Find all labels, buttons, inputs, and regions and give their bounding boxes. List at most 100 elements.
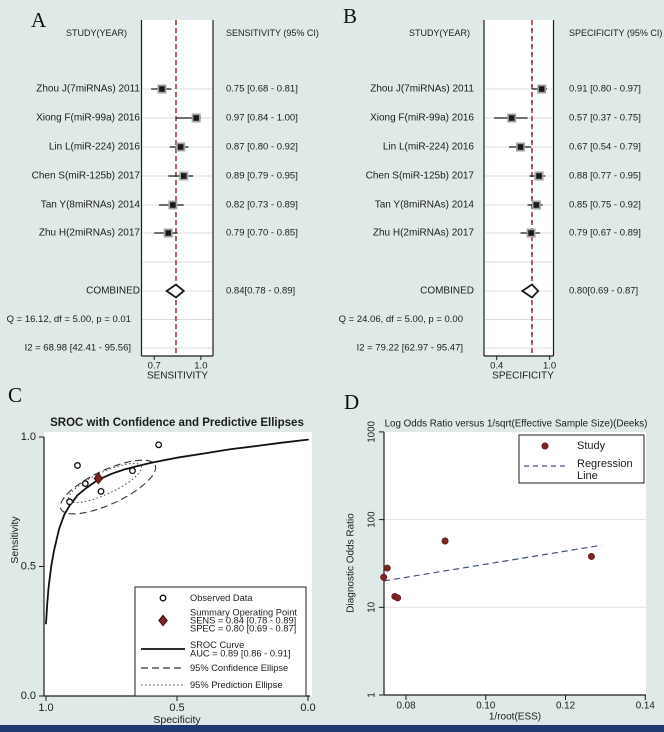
axis-tick-label: 1.0: [194, 361, 207, 372]
estimate-marker: [533, 202, 540, 208]
heterogeneity-stat: I2 = 68.98 [42.41 - 95.56]: [25, 343, 131, 354]
study-label: Zhou J(7miRNAs) 2011: [370, 84, 474, 95]
heterogeneity-stat: I2 = 79.22 [62.97 - 95.47]: [357, 343, 463, 354]
y-tick-label: 100: [367, 511, 378, 528]
study-label: Zhou J(7miRNAs) 2011: [36, 84, 140, 95]
observed-data-point: [81, 480, 89, 488]
x-tick-label: 0.12: [556, 701, 575, 712]
axis-tick-label: 0.7: [148, 361, 161, 372]
panel-label-a: A: [31, 8, 47, 32]
y-tick-label: 1000: [367, 420, 378, 442]
sroc-title: SROC with Confidence and Predictive Elli…: [50, 417, 304, 429]
observed-data-point: [129, 467, 136, 475]
study-point: [587, 552, 595, 560]
prediction-ellipse: [67, 462, 143, 504]
study-label: Tan Y(8miRNAs) 2014: [375, 200, 475, 211]
study-point: [441, 537, 449, 545]
study-label: Zhu H(2miRNAs) 2017: [39, 228, 141, 239]
ci-value-text: 0.89 [0.79 - 0.95]: [226, 171, 298, 182]
x-axis-title: 1/root(ESS): [489, 712, 541, 723]
ci-value-text: 0.82 [0.73 - 0.89]: [226, 200, 298, 211]
ci-value-text: 0.85 [0.75 - 0.92]: [569, 200, 641, 211]
legend-summary-line: SENS = 0.84 [0.78 - 0.89]: [190, 616, 296, 626]
x-tick-label: 0.14: [636, 701, 656, 712]
legend-sroc-line: SROC Curve: [190, 640, 244, 650]
study-label: Lin L(miR-224) 2016: [383, 142, 475, 153]
observed-data-point: [73, 462, 81, 469]
sroc-legend-box: [134, 586, 307, 697]
combined-diamond: [520, 283, 540, 299]
legend-observed-marker: [159, 594, 167, 602]
plot-area: [141, 20, 213, 356]
x-axis-title: Specificity: [153, 714, 201, 726]
ci-column-header: SENSITIVITY (95% CI): [226, 28, 319, 38]
heterogeneity-stat: Q = 16.12, df = 5.00, p = 0.01: [7, 314, 131, 325]
panel-d-deeks-funnel-plot: Log Odds Ratio versus 1/sqrt(Effective S…: [346, 419, 656, 723]
confidence-ellipse: [59, 459, 157, 515]
ci-value-text: 0.57 [0.37 - 0.75]: [569, 113, 641, 124]
legend-summary-marker: [158, 614, 168, 627]
combined-diamond: [165, 283, 186, 299]
ci-value-text: 0.67 [0.54 - 0.79]: [569, 142, 641, 153]
study-label: Chen S(miR-125b) 2017: [366, 171, 475, 182]
regression-line: [383, 544, 602, 582]
combined-ci-text: 0.80[0.69 - 0.87]: [569, 286, 638, 297]
observed-data-point: [97, 487, 105, 495]
legend-study-marker: [541, 442, 549, 450]
estimate-marker: [508, 115, 515, 121]
ci-value-text: 0.79 [0.70 - 0.85]: [226, 228, 298, 239]
study-label: Xiong F(miR-99a) 2016: [370, 113, 474, 124]
observed-data-point: [155, 441, 163, 449]
ci-column-header: SPECIFICITY (95% CI): [569, 28, 662, 38]
estimate-marker: [159, 86, 165, 92]
legend-sroc-line: AUC = 0.89 [0.86 - 0.91]: [190, 649, 291, 659]
legend-observed-label: Observed Data: [190, 593, 253, 603]
study-label: Tan Y(8miRNAs) 2014: [41, 200, 141, 211]
panel-label-b: B: [343, 4, 358, 28]
combined-ci-text: 0.84[0.78 - 0.89]: [226, 286, 295, 297]
heterogeneity-stat: Q = 24.06, df = 5.00, p = 0.00: [339, 314, 463, 325]
deeks-legend-box: [518, 434, 645, 484]
estimate-marker: [538, 86, 545, 92]
y-axis-title: Diagnostic Odds Ratio: [346, 513, 357, 613]
legend-confidence-label: 95% Confidence Ellipse: [190, 663, 288, 673]
estimate-marker: [180, 173, 187, 179]
estimate-marker: [177, 144, 184, 150]
legend-regression-label: Regression: [577, 458, 633, 470]
y-tick-label: 1: [367, 692, 378, 697]
y-tick-label: 0.0: [21, 690, 36, 702]
x-tick-label: 0.5: [169, 702, 184, 714]
panel-label-c: C: [8, 383, 23, 407]
plot-area: [484, 20, 554, 356]
study-point: [394, 594, 402, 602]
study-label: Xiong F(miR-99a) 2016: [36, 113, 140, 124]
axis-tick-label: 1.0: [543, 361, 556, 372]
study-label: Chen S(miR-125b) 2017: [32, 171, 141, 182]
panel-label-d: D: [344, 390, 360, 414]
axis-tick-label: 0.4: [490, 361, 503, 372]
study-point: [383, 564, 391, 572]
ci-value-text: 0.79 [0.67 - 0.89]: [569, 228, 641, 239]
x-tick-label: 0.10: [476, 701, 496, 712]
study-point: [380, 573, 388, 581]
estimate-marker: [165, 230, 172, 236]
study-column-header: STUDY(YEAR): [409, 28, 470, 38]
x-axis-title: SENSITIVITY: [147, 371, 208, 382]
study-label: Lin L(miR-224) 2016: [49, 142, 141, 153]
legend-regression-label: Line: [577, 470, 598, 482]
study-column-header: STUDY(YEAR): [66, 28, 127, 38]
legend-prediction-label: 95% Prediction Ellipse: [190, 680, 283, 690]
ci-value-text: 0.88 [0.77 - 0.95]: [569, 171, 641, 182]
ci-value-text: 0.97 [0.84 - 1.00]: [226, 113, 298, 124]
combined-label: COMBINED: [420, 286, 474, 297]
estimate-marker: [517, 144, 524, 150]
x-axis-title: SPECIFICITY: [492, 371, 554, 382]
summary-operating-point: [93, 472, 104, 485]
y-tick-label: 0.5: [21, 561, 36, 573]
deeks-title: Log Odds Ratio versus 1/sqrt(Effective S…: [385, 419, 648, 430]
x-tick-label: 0.0: [300, 702, 315, 714]
ci-value-text: 0.87 [0.80 - 0.92]: [226, 142, 298, 153]
study-label: Zhu H(2miRNAs) 2017: [373, 228, 475, 239]
estimate-marker: [536, 173, 542, 179]
